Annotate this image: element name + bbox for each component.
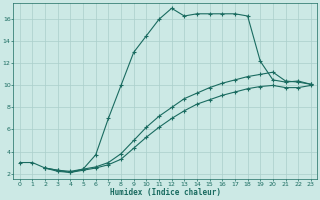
X-axis label: Humidex (Indice chaleur): Humidex (Indice chaleur) [110, 188, 221, 197]
